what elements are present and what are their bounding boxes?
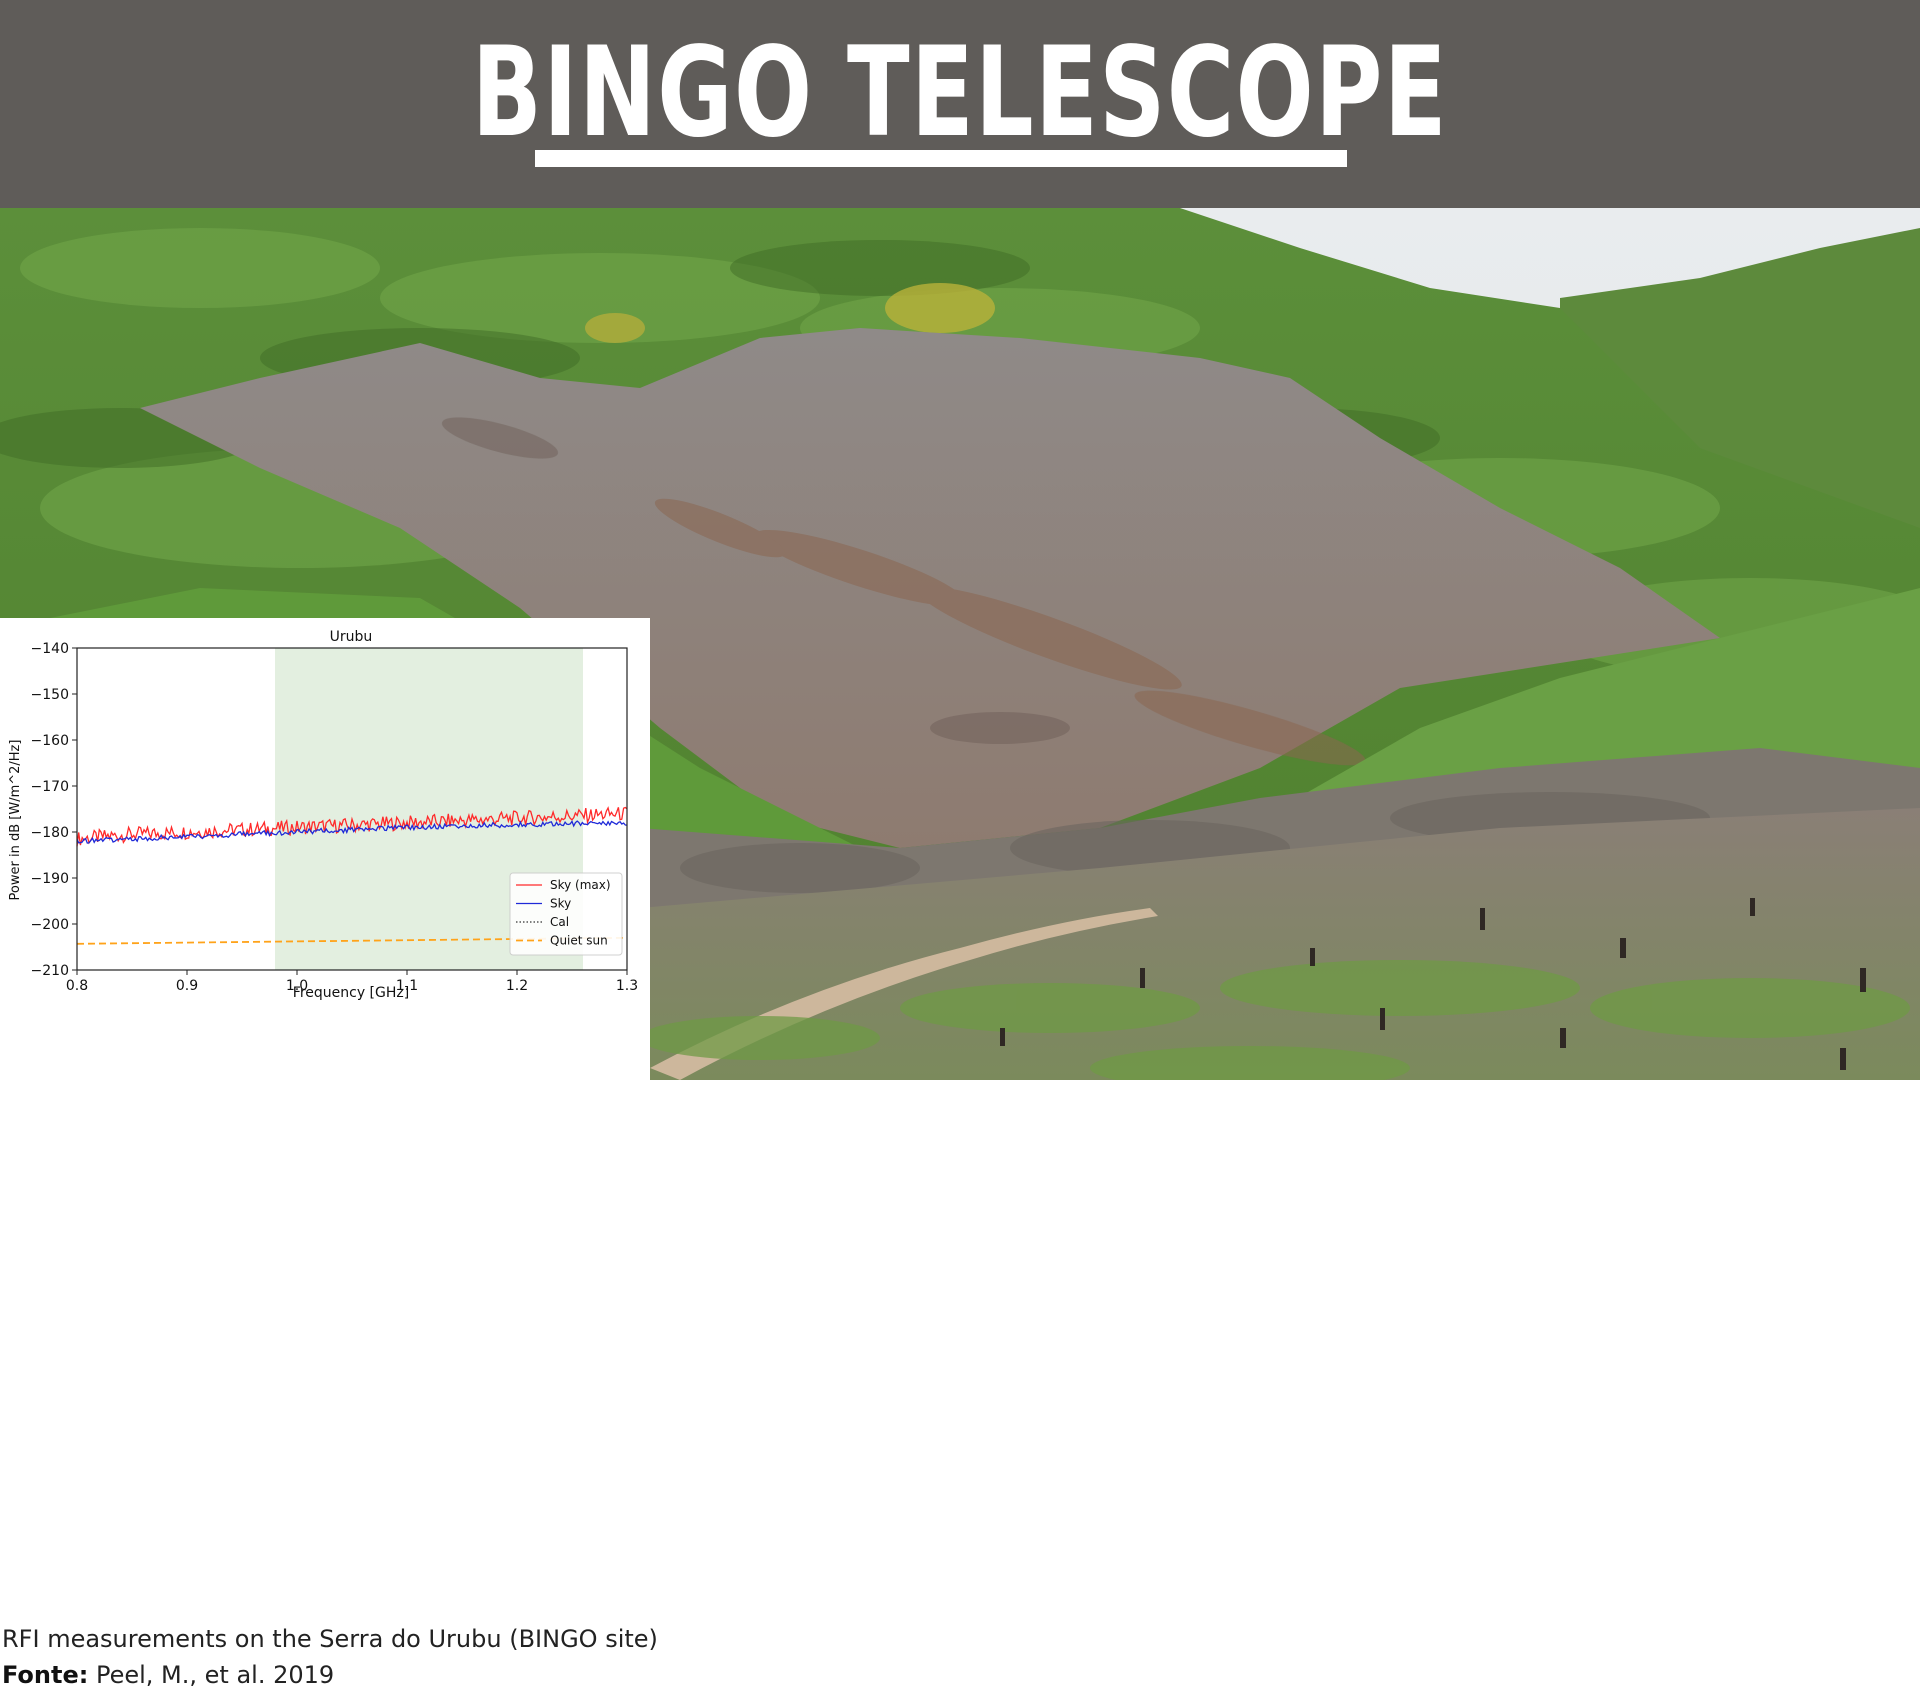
x-tick-label: 1.2 — [506, 978, 528, 994]
caption-line: RFI measurements on the Serra do Urubu (… — [2, 1625, 658, 1653]
y-tick-label: −140 — [31, 641, 69, 657]
y-tick-label: −200 — [31, 917, 69, 933]
rfi-chart: 0.8 0.9 1.0 1.1 1.2 1.3 −140 −150 −160 −170 −180 −1… — [8, 629, 638, 1001]
y-tick-label: −180 — [31, 825, 69, 841]
x-tick-label: 0.9 — [176, 978, 198, 994]
y-axis-label: Power in dB [W/m^2/Hz] — [8, 740, 23, 901]
series-line-sky-max — [76, 806, 628, 847]
series-line-quiet-sun — [76, 936, 628, 945]
x-tick-label: 1.3 — [616, 978, 638, 994]
x-axis-label: Frequency [GHz] — [293, 985, 409, 1001]
plot-frame — [76, 647, 628, 971]
x-tick-label: 1.1 — [396, 978, 418, 994]
y-tick-label: −210 — [31, 963, 69, 979]
x-tick-label: 0.8 — [66, 978, 88, 994]
legend-label: Quiet sun — [550, 934, 608, 948]
slide-title: BINGO TELESCOPE — [471, 21, 1449, 165]
source-label: Fonte: — [2, 1661, 89, 1689]
legend-label: Sky (max) — [550, 878, 611, 892]
rfi-chart-panel: 0.8 0.9 1.0 1.1 1.2 1.3 −140 −150 −160 −170 −180 −1… — [0, 618, 658, 1689]
source-line: Fonte: Peel, M., et al. 2019 — [2, 1657, 650, 1693]
legend-label: Sky — [550, 897, 571, 911]
hillside-photo — [0, 208, 1920, 1080]
title-underline — [535, 150, 1347, 167]
x-tick-label: 1.0 — [286, 978, 308, 994]
y-tick-label: −150 — [31, 687, 69, 703]
figure-caption: RFI measurements on the Serra do Urubu (… — [2, 1621, 658, 1693]
y-tick-label: −170 — [31, 779, 69, 795]
legend-label: Cal — [550, 915, 569, 929]
series-line-sky — [76, 820, 628, 844]
y-tick-label: −160 — [31, 733, 69, 749]
y-tick-label: −190 — [31, 871, 69, 887]
legend-box — [509, 872, 623, 956]
chart-title: Urubu — [330, 629, 373, 645]
source-text: Peel, M., et al. 2019 — [88, 1661, 335, 1689]
title-bar: BINGO TELESCOPE — [0, 0, 1920, 208]
